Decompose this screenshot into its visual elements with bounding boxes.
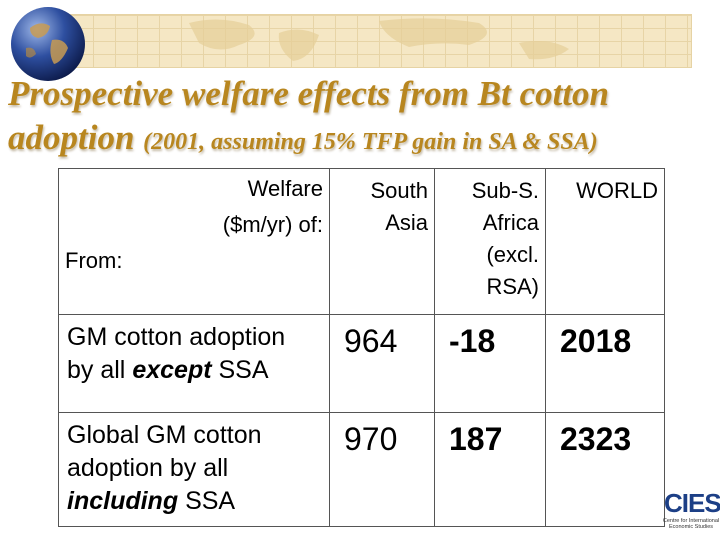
- table-row: GM cotton adoption by all except SSA 964…: [58, 314, 665, 413]
- header-south-asia: South Asia: [329, 168, 435, 315]
- logo-subtitle: Centre for International Economic Studie…: [662, 518, 720, 530]
- corner-from: From:: [65, 248, 123, 273]
- table-row: Global GM cotton adoption by all includi…: [58, 412, 665, 527]
- header-ssa: Sub-S. Africa (excl. RSA): [434, 168, 546, 315]
- header-world: WORLD: [545, 168, 665, 315]
- corner-welfare: Welfare: [247, 176, 323, 201]
- cell-world: 2323: [545, 412, 665, 527]
- row-label-except-ssa: GM cotton adoption by all except SSA: [58, 314, 330, 413]
- title-line-1: Prospective welfare effects from Bt cott…: [8, 74, 610, 113]
- cell-south-asia: 964: [329, 314, 435, 413]
- title-line-2: adoption: [8, 118, 135, 157]
- cell-south-asia: 970: [329, 412, 435, 527]
- header-corner-cell: Welfare ($m/yr) of: From:: [58, 168, 330, 315]
- row-label-including-ssa: Global GM cotton adoption by all includi…: [58, 412, 330, 527]
- cell-ssa: -18: [434, 314, 546, 413]
- cies-logo: CIES Centre for International Economic S…: [662, 488, 720, 540]
- globe-icon: [11, 7, 85, 81]
- slide-title: Prospective welfare effects from Bt cott…: [8, 72, 708, 164]
- cell-world: 2018: [545, 314, 665, 413]
- title-subtitle: (2001, assuming 15% TFP gain in SA & SSA…: [143, 129, 598, 155]
- welfare-table: Welfare ($m/yr) of: From: South Asia Sub…: [58, 168, 665, 527]
- world-map-banner: [48, 14, 692, 68]
- table-header-row: Welfare ($m/yr) of: From: South Asia Sub…: [58, 168, 665, 315]
- corner-units: ($m/yr) of:: [222, 212, 323, 237]
- cell-ssa: 187: [434, 412, 546, 527]
- logo-mark: CIES: [664, 488, 720, 518]
